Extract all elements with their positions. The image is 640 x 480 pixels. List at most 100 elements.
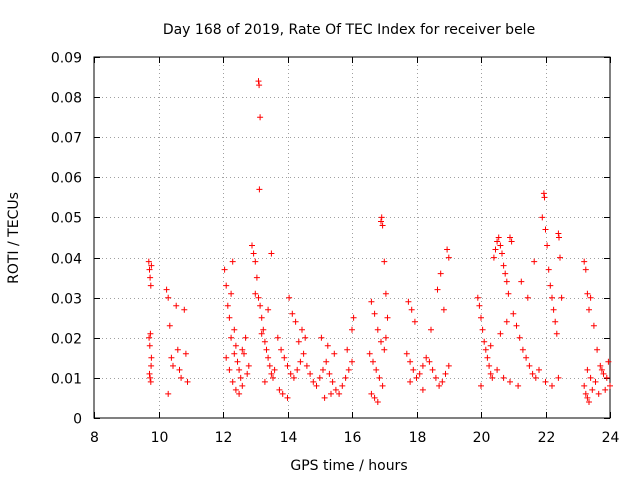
data-point bbox=[478, 382, 484, 389]
data-point bbox=[344, 346, 351, 353]
data-point bbox=[324, 342, 331, 349]
data-point bbox=[492, 246, 499, 253]
data-point bbox=[287, 370, 294, 377]
data-point bbox=[405, 298, 412, 305]
data-point bbox=[165, 294, 172, 301]
y-tick-label: 0.05 bbox=[51, 211, 82, 227]
data-point bbox=[419, 386, 426, 393]
data-point bbox=[252, 258, 259, 265]
data-point bbox=[552, 318, 559, 325]
chart-title: Day 168 of 2019, Rate Of TEC Index for r… bbox=[163, 22, 535, 38]
data-point bbox=[276, 386, 283, 393]
grid-lines bbox=[94, 57, 610, 418]
data-point bbox=[336, 390, 343, 397]
data-point bbox=[582, 266, 589, 273]
data-point bbox=[345, 366, 352, 373]
data-point bbox=[481, 338, 488, 345]
data-point bbox=[384, 314, 391, 321]
data-point bbox=[284, 394, 291, 401]
data-point bbox=[147, 282, 154, 289]
data-point bbox=[265, 354, 272, 361]
data-point bbox=[245, 362, 252, 369]
data-point bbox=[557, 254, 563, 261]
data-point bbox=[368, 390, 375, 397]
data-point bbox=[148, 362, 155, 369]
data-point bbox=[349, 326, 355, 333]
data-point bbox=[349, 358, 355, 365]
data-point bbox=[224, 302, 231, 309]
data-point bbox=[416, 370, 423, 377]
data-point bbox=[550, 306, 557, 313]
data-point bbox=[602, 386, 609, 393]
data-point bbox=[268, 250, 275, 257]
data-point bbox=[581, 258, 588, 265]
data-point bbox=[223, 282, 230, 289]
data-point bbox=[168, 354, 175, 361]
data-point bbox=[236, 366, 243, 373]
data-point bbox=[474, 294, 481, 301]
data-point bbox=[444, 246, 451, 253]
data-point bbox=[165, 390, 172, 397]
data-point bbox=[232, 342, 239, 349]
data-point bbox=[436, 382, 443, 389]
data-point bbox=[258, 314, 265, 321]
data-point bbox=[586, 399, 592, 405]
data-point bbox=[598, 366, 605, 373]
data-point bbox=[316, 374, 323, 381]
data-point bbox=[587, 294, 594, 301]
axis-ticks bbox=[94, 57, 611, 419]
data-point bbox=[232, 386, 239, 393]
data-point bbox=[147, 378, 154, 385]
data-point bbox=[255, 78, 262, 85]
data-point bbox=[299, 326, 305, 333]
data-point bbox=[263, 346, 270, 353]
data-point bbox=[381, 346, 388, 353]
data-point bbox=[270, 374, 276, 381]
x-tick-labels: 8 10 12 14 16 18 20 22 24 bbox=[90, 430, 619, 446]
data-point bbox=[442, 370, 449, 377]
data-point bbox=[381, 258, 388, 265]
data-point bbox=[147, 330, 154, 337]
y-tick-label: 0.03 bbox=[51, 292, 82, 308]
data-point bbox=[440, 306, 447, 313]
data-point bbox=[300, 350, 307, 357]
data-point bbox=[510, 310, 517, 317]
data-point bbox=[556, 234, 562, 241]
data-point bbox=[429, 366, 436, 373]
data-point bbox=[445, 362, 452, 369]
data-point bbox=[374, 326, 381, 333]
data-point bbox=[261, 338, 268, 345]
data-point bbox=[407, 378, 414, 385]
data-point bbox=[274, 334, 281, 341]
data-point bbox=[555, 230, 562, 237]
data-point bbox=[332, 386, 339, 393]
data-point bbox=[320, 366, 326, 373]
data-point bbox=[184, 378, 191, 385]
data-point bbox=[526, 362, 533, 369]
data-point bbox=[226, 314, 233, 321]
data-point bbox=[146, 266, 153, 273]
data-point bbox=[603, 374, 610, 381]
data-point bbox=[403, 350, 410, 357]
data-point bbox=[297, 358, 304, 365]
data-point bbox=[489, 374, 496, 381]
data-point bbox=[437, 270, 444, 277]
data-point bbox=[494, 238, 501, 245]
data-point bbox=[294, 366, 301, 373]
data-point bbox=[542, 378, 549, 385]
data-point bbox=[302, 334, 309, 341]
data-point bbox=[549, 382, 555, 389]
data-point bbox=[331, 350, 338, 357]
data-point bbox=[542, 226, 549, 233]
data-point bbox=[289, 310, 296, 317]
data-point bbox=[502, 270, 509, 277]
data-point bbox=[231, 326, 238, 333]
data-point bbox=[366, 350, 373, 357]
data-point bbox=[589, 386, 596, 393]
data-point bbox=[321, 394, 328, 401]
data-point bbox=[505, 290, 512, 297]
data-point bbox=[518, 278, 525, 285]
data-point bbox=[584, 290, 591, 297]
data-point bbox=[503, 318, 510, 325]
data-point bbox=[379, 222, 386, 229]
